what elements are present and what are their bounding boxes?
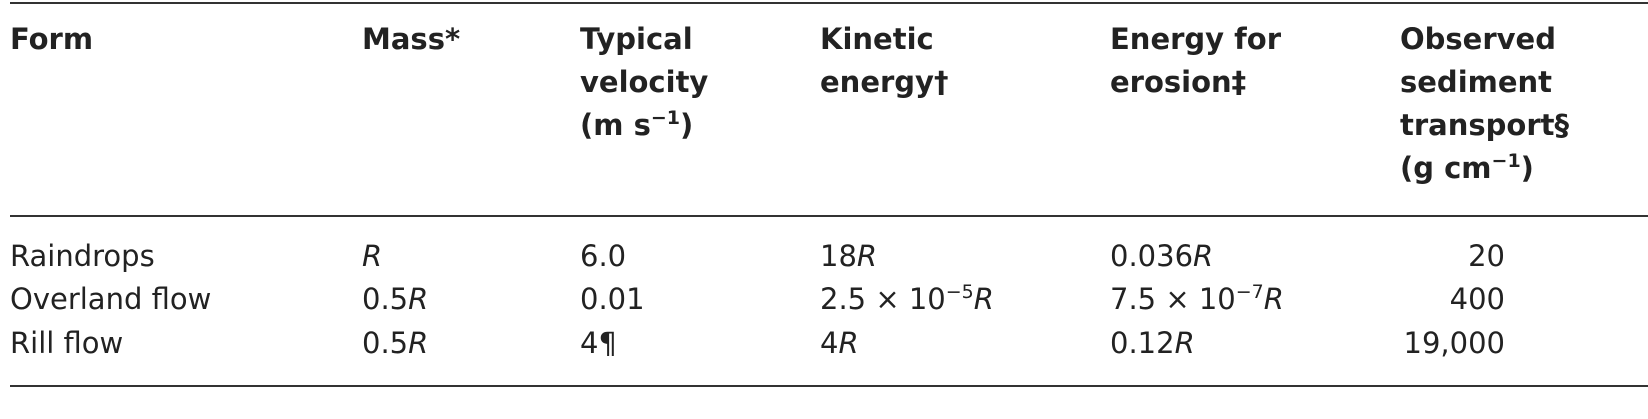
cell-text: R [973, 282, 994, 316]
header-cell: Mass* [362, 18, 460, 61]
header-cell: Observed sediment transport§ (g cm−1) [1400, 18, 1569, 194]
header-cell: Form [10, 18, 93, 61]
cell: 0.12R [1110, 322, 1195, 365]
cell-text: R [408, 326, 429, 360]
cell-text: 20 [1468, 239, 1505, 273]
cell: 4R [820, 322, 859, 365]
header-text: Observed [1400, 22, 1556, 56]
cell: 400 [1400, 278, 1505, 321]
cell-text: 0.5 [362, 326, 409, 360]
cell-text: Raindrops [10, 239, 155, 273]
header-text: velocity [580, 65, 709, 99]
cell-text: 0.5 [362, 282, 409, 316]
header-text: Typical [580, 22, 693, 56]
cell: 0.5R [362, 278, 428, 321]
header-text: Energy for [1110, 22, 1282, 56]
header-cell: Kinetic energy† [820, 18, 948, 104]
cell: 4¶ [580, 322, 617, 365]
cell: 18R [820, 235, 877, 278]
header-text: −1 [650, 107, 680, 129]
cell: 7.5 × 10−7R [1110, 278, 1284, 325]
header-text: −1 [1491, 150, 1521, 172]
header-text: sediment [1400, 65, 1553, 99]
cell: 2.5 × 10−5R [820, 278, 994, 325]
cell-text: R [1193, 239, 1214, 273]
cell: 19,000 [1400, 322, 1505, 365]
bottom-rule [10, 385, 1648, 387]
header-rule [10, 215, 1648, 217]
cell-text: Overland flow [10, 282, 212, 316]
cell: Overland flow [10, 278, 211, 321]
cell-text: 4¶ [580, 326, 617, 360]
cell-text: R [362, 239, 383, 273]
cell-text: 7.5 × 10 [1110, 282, 1236, 316]
cell-text: −5 [945, 281, 974, 303]
cell-text: 0.036 [1110, 239, 1194, 273]
cell-text: 2.5 × 10 [820, 282, 946, 316]
cell-text: 400 [1449, 282, 1505, 316]
cell: 0.5R [362, 322, 428, 365]
cell-text: 4 [820, 326, 839, 360]
cell-text: 0.12 [1110, 326, 1175, 360]
header-text: transport§ [1400, 108, 1569, 142]
header-text: ) [679, 108, 694, 142]
header-text: (g cm [1400, 151, 1492, 185]
header-text: Kinetic [820, 22, 934, 56]
cell-text: R [1174, 326, 1195, 360]
cell-text: 18 [820, 239, 857, 273]
cell: R [362, 235, 382, 278]
header-text: (m s [580, 108, 651, 142]
cell: Raindrops [10, 235, 155, 278]
header-text: Mass* [362, 22, 461, 56]
header-text: erosion‡ [1110, 65, 1247, 99]
cell-text: R [1263, 282, 1284, 316]
cell-text: −7 [1235, 281, 1264, 303]
cell-text: R [856, 239, 878, 273]
header-text: energy† [820, 65, 949, 99]
cell-text: R [408, 282, 429, 316]
cell-text: 6.0 [580, 239, 627, 273]
header-cell: Energy for erosion‡ [1110, 18, 1281, 104]
header-text: ) [1520, 151, 1534, 185]
cell: 0.01 [580, 278, 645, 321]
cell-text: 19,000 [1403, 326, 1505, 360]
cell-text: Rill flow [10, 326, 124, 360]
cell: 6.0 [580, 235, 626, 278]
top-rule [10, 2, 1648, 4]
header-cell: Typical velocity (m s−1) [580, 18, 708, 151]
cell: Rill flow [10, 322, 123, 365]
cell-text: 0.01 [580, 282, 645, 316]
cell-text: R [838, 326, 859, 360]
header-text: Form [10, 22, 94, 56]
cell: 20 [1400, 235, 1505, 278]
cell: 0.036R [1110, 235, 1213, 278]
